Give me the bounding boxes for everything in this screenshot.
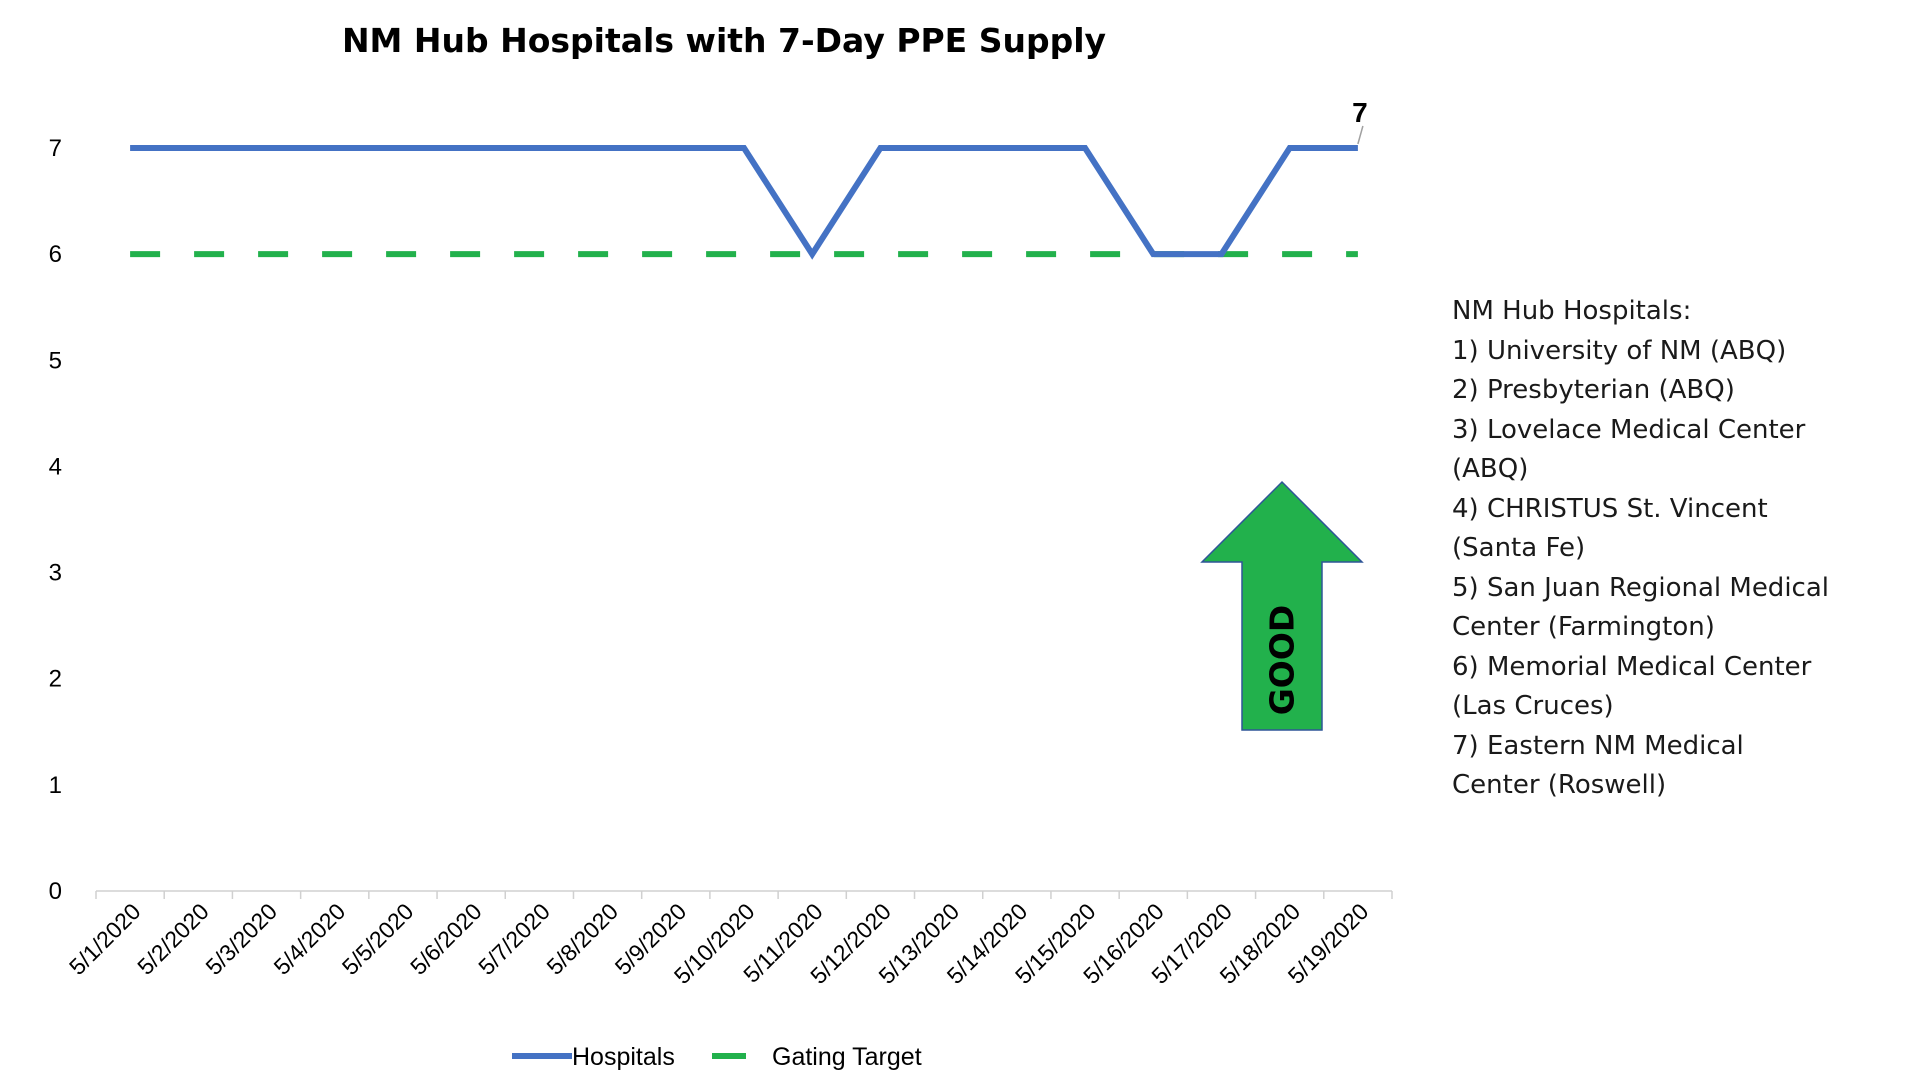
hospital-list-line: Center (Farmington): [1452, 612, 1715, 642]
x-axis: 5/1/20205/2/20205/3/20205/4/20205/5/2020…: [64, 891, 1393, 989]
arrow-label: GOOD: [1263, 605, 1302, 716]
legend: Hospitals Gating Target: [512, 1043, 922, 1071]
x-tick-label: 5/3/2020: [200, 898, 282, 980]
x-tick-label: 5/5/2020: [337, 898, 419, 980]
x-tick-label: 5/1/2020: [64, 898, 146, 980]
y-tick-label: 4: [49, 453, 62, 480]
hospital-list-line: 5) San Juan Regional Medical: [1452, 572, 1829, 603]
x-tick-label: 5/8/2020: [541, 898, 623, 980]
y-tick-label: 7: [49, 135, 62, 162]
good-arrow: GOOD: [1200, 480, 1364, 731]
y-tick-label: 1: [49, 772, 62, 799]
series-line-hospitals: [130, 145, 1358, 260]
hospital-list-line: (ABQ): [1452, 454, 1529, 484]
y-tick-label: 6: [49, 241, 62, 268]
hospital-list-line: 7) Eastern NM Medical: [1452, 730, 1744, 761]
legend-label-gating-target: Gating Target: [772, 1043, 922, 1071]
legend-label-hospitals: Hospitals: [572, 1043, 675, 1071]
hospital-list-line: 3) Lovelace Medical Center: [1452, 414, 1806, 445]
hospital-list-line: 6) Memorial Medical Center: [1452, 651, 1812, 682]
chart-title: NM Hub Hospitals with 7-Day PPE Supply: [342, 21, 1106, 60]
hospital-list-line: (Santa Fe): [1452, 533, 1586, 563]
x-tick-label: 5/6/2020: [405, 898, 487, 980]
x-tick-label: 5/7/2020: [473, 898, 555, 980]
hospital-list-line: 2) Presbyterian (ABQ): [1452, 375, 1735, 405]
x-tick-label: 5/2/2020: [132, 898, 214, 980]
data-label: 7: [1352, 97, 1368, 128]
hospital-list-line: (Las Cruces): [1452, 691, 1614, 721]
plot-area: 7: [130, 97, 1368, 260]
hospital-list-heading: NM Hub Hospitals:: [1452, 296, 1692, 326]
hospital-list-line: 1) University of NM (ABQ): [1452, 335, 1787, 366]
hospital-list-line: 4) CHRISTUS St. Vincent: [1452, 493, 1768, 524]
y-tick-label: 5: [49, 347, 62, 374]
up-arrow-icon: [1200, 480, 1364, 731]
y-axis: 0 1 2 3 4 5 6 7: [49, 135, 62, 905]
hospital-list-line: Center (Roswell): [1452, 770, 1667, 800]
y-tick-label: 2: [49, 666, 62, 693]
y-tick-label: 0: [49, 878, 62, 905]
hospital-list: NM Hub Hospitals: 1) University of NM (A…: [1452, 292, 1892, 806]
x-tick-label: 5/4/2020: [269, 898, 351, 980]
data-label-leader: [1357, 125, 1364, 145]
y-tick-label: 3: [49, 560, 62, 587]
